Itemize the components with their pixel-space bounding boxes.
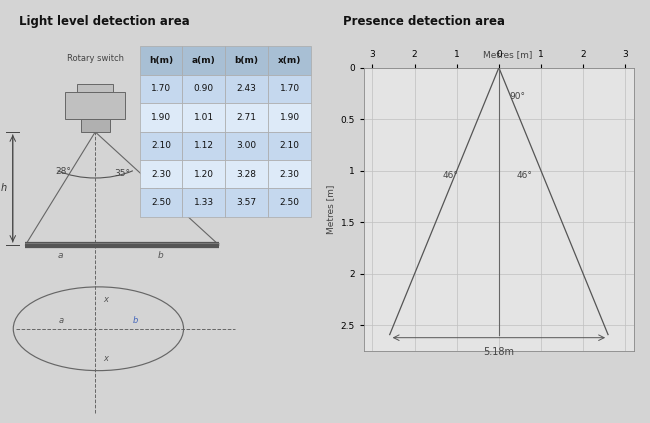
Bar: [140, 132, 183, 160]
Bar: [183, 132, 226, 160]
Bar: [226, 160, 268, 189]
Bar: [140, 160, 183, 189]
Bar: [140, 189, 183, 217]
Bar: [183, 160, 226, 189]
Bar: [268, 189, 311, 217]
Bar: [226, 132, 268, 160]
Text: b: b: [133, 316, 138, 325]
Bar: [268, 74, 311, 103]
Text: 2.10: 2.10: [151, 141, 171, 150]
Bar: [268, 103, 311, 132]
Text: 1.90: 1.90: [151, 113, 171, 122]
Text: Metres [m]: Metres [m]: [483, 50, 532, 59]
Text: 2.30: 2.30: [151, 170, 171, 179]
Bar: [77, 84, 113, 92]
Text: 3.00: 3.00: [237, 141, 257, 150]
Text: 1.01: 1.01: [194, 113, 214, 122]
Bar: [268, 46, 311, 74]
Bar: [81, 119, 109, 132]
Text: 2.50: 2.50: [151, 198, 171, 207]
Bar: [183, 189, 226, 217]
Bar: [140, 74, 183, 103]
Text: x: x: [103, 295, 108, 304]
Text: 3.28: 3.28: [237, 170, 257, 179]
Bar: [226, 46, 268, 74]
Text: 3.57: 3.57: [237, 198, 257, 207]
Text: 46°: 46°: [516, 171, 532, 180]
Text: Light level detection area: Light level detection area: [19, 15, 190, 27]
Text: h(m): h(m): [149, 56, 173, 65]
Bar: [140, 46, 183, 74]
Bar: [183, 103, 226, 132]
Text: b: b: [157, 251, 163, 260]
Text: x(m): x(m): [278, 56, 301, 65]
Bar: [268, 160, 311, 189]
Bar: [65, 92, 125, 119]
Text: 2.10: 2.10: [280, 141, 300, 150]
Text: 2.30: 2.30: [280, 170, 300, 179]
Bar: [226, 74, 268, 103]
Text: 1.12: 1.12: [194, 141, 214, 150]
Text: 5.18m: 5.18m: [484, 347, 514, 357]
Bar: [226, 189, 268, 217]
Bar: [268, 132, 311, 160]
Text: 2.71: 2.71: [237, 113, 257, 122]
Text: 90°: 90°: [510, 92, 525, 101]
Text: 46°: 46°: [443, 171, 458, 180]
Text: Rotary switch: Rotary switch: [67, 55, 124, 63]
Text: 2.50: 2.50: [280, 198, 300, 207]
Text: 1.33: 1.33: [194, 198, 214, 207]
Bar: [183, 46, 226, 74]
Text: b(m): b(m): [235, 56, 259, 65]
Bar: [226, 103, 268, 132]
Text: 1.70: 1.70: [280, 84, 300, 93]
Text: 0.90: 0.90: [194, 84, 214, 93]
Text: a: a: [58, 316, 64, 325]
Text: Presence detection area: Presence detection area: [343, 15, 505, 27]
Bar: [140, 103, 183, 132]
Y-axis label: Metres [m]: Metres [m]: [326, 185, 335, 234]
Text: x: x: [103, 354, 108, 363]
Bar: [183, 74, 226, 103]
Text: a: a: [58, 251, 63, 260]
Text: 2.43: 2.43: [237, 84, 257, 93]
Text: 1.20: 1.20: [194, 170, 214, 179]
Text: 35°: 35°: [114, 169, 130, 179]
Text: 28°: 28°: [56, 167, 72, 176]
Text: a(m): a(m): [192, 56, 216, 65]
Text: h: h: [0, 184, 6, 193]
Text: 1.70: 1.70: [151, 84, 171, 93]
Text: 1.90: 1.90: [280, 113, 300, 122]
